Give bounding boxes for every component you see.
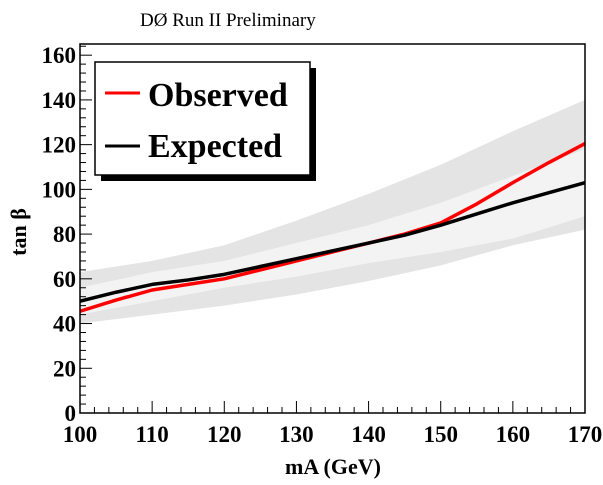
legend-label-expected: Expected	[148, 128, 282, 165]
x-tick-label: 110	[136, 422, 169, 447]
chart-title: DØ Run II Preliminary	[140, 10, 316, 31]
y-tick-label: 60	[53, 267, 76, 292]
uncertainty-bands	[80, 99, 585, 324]
legend-box	[94, 61, 311, 176]
y-axis-label: tan β	[6, 208, 31, 256]
x-tick-label: 100	[63, 422, 98, 447]
y-tick-label: 40	[53, 312, 76, 337]
x-tick-label: 130	[279, 422, 314, 447]
y-tick-label: 20	[53, 356, 76, 381]
x-tick-label: 160	[496, 422, 531, 447]
y-tick-label: 80	[53, 222, 76, 247]
series-line-expected	[79, 180, 586, 303]
y-tick-label: 100	[42, 177, 77, 202]
x-tick-label: 170	[568, 422, 603, 447]
y-tick-label: 0	[65, 401, 77, 426]
y-tick-label: 160	[42, 43, 77, 68]
y-tick-label: 140	[42, 88, 77, 113]
legend: Observed Expected	[94, 61, 316, 181]
x-tick-label: 150	[423, 422, 458, 447]
series-group	[79, 141, 586, 313]
band-inner	[80, 149, 585, 315]
plot-frame	[79, 43, 586, 414]
y-tick-label: 120	[42, 133, 77, 158]
axes: 100 110 120 130 140 150 160 170 0 20 40 60 80 100 120 1…	[42, 43, 603, 447]
x-tick-label: 120	[207, 422, 242, 447]
x-axis-label: mA (GeV)	[285, 454, 381, 479]
x-tick-label: 140	[351, 422, 386, 447]
legend-label-observed: Observed	[148, 77, 288, 114]
